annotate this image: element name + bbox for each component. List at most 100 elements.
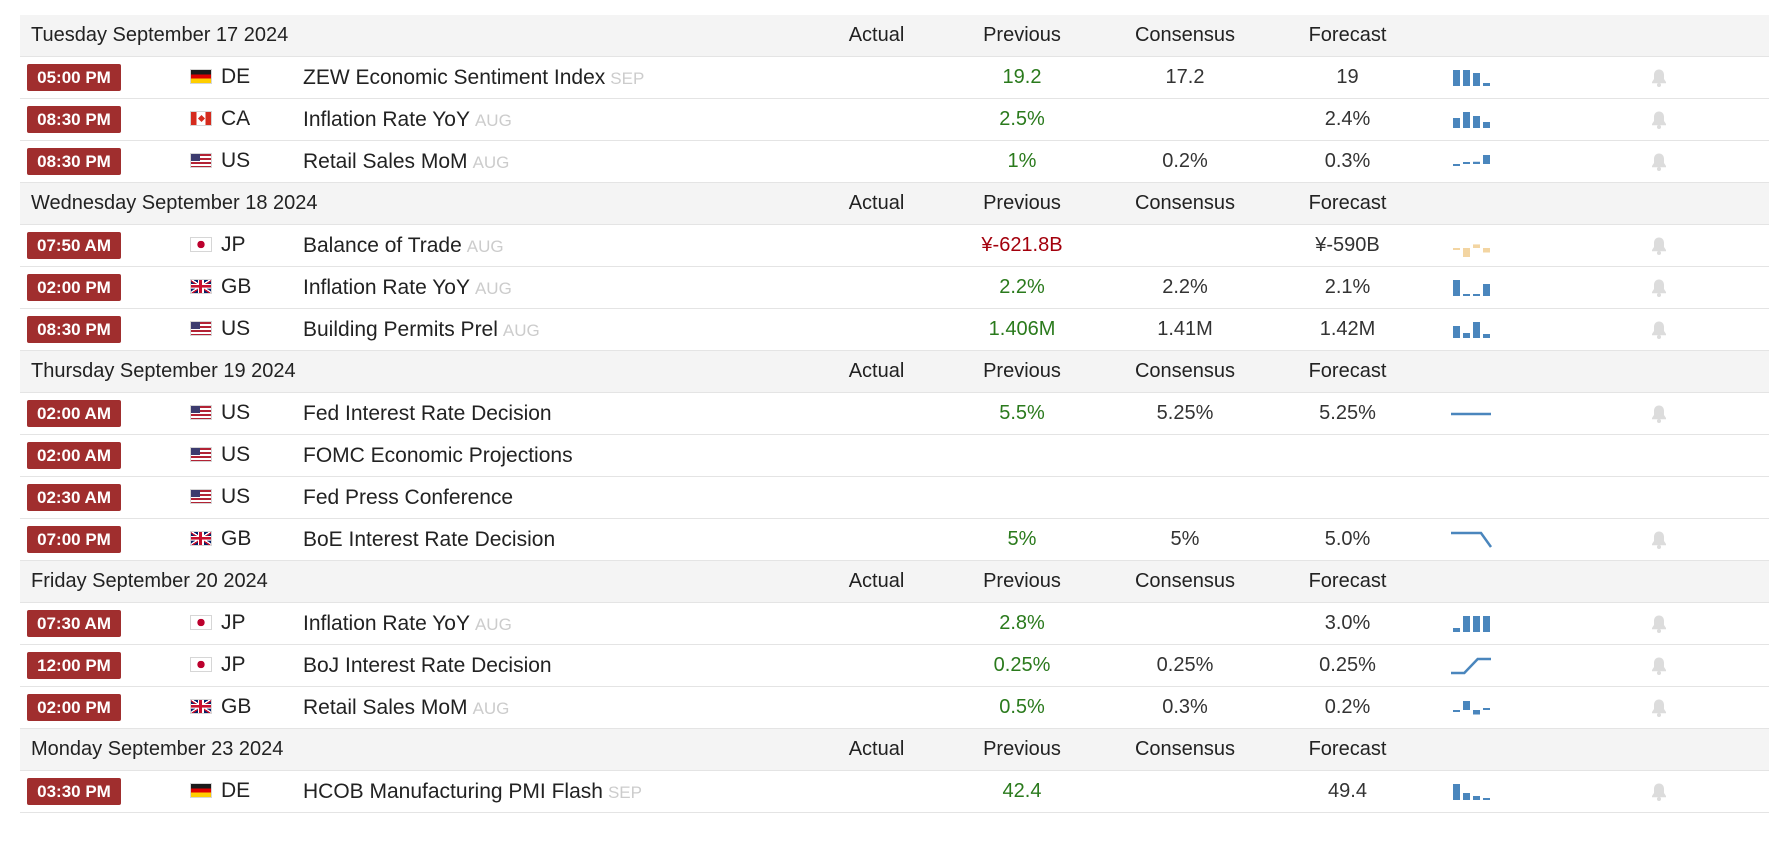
bell-icon[interactable] <box>1651 530 1667 550</box>
event-alert[interactable] <box>1549 140 1769 183</box>
sparkline-chart[interactable] <box>1449 109 1495 131</box>
event-name-cell[interactable]: HCOB Manufacturing PMI Flash SEP <box>303 770 825 813</box>
event-name-link[interactable]: Fed Interest Rate Decision <box>303 401 552 425</box>
sparkline-chart[interactable] <box>1449 613 1495 635</box>
event-sparkline[interactable] <box>1441 392 1549 435</box>
column-header-consensus: Consensus <box>1116 560 1254 603</box>
event-row[interactable]: 02:00 PM GB Inflation Rate YoY AUG 2.2% 2.2% 2… <box>20 266 1769 309</box>
sparkline-chart[interactable] <box>1449 151 1495 173</box>
event-sparkline[interactable] <box>1441 602 1549 645</box>
event-row[interactable]: 03:30 PM DE HCOB Manufacturing PMI Flash SE… <box>20 770 1769 813</box>
event-alert[interactable] <box>1549 644 1769 687</box>
event-alert[interactable] <box>1549 686 1769 729</box>
event-name-link[interactable]: Fed Press Conference <box>303 485 514 509</box>
event-name-cell[interactable]: BoE Interest Rate Decision <box>303 518 825 561</box>
country-code: GB <box>221 694 252 718</box>
event-sparkline[interactable] <box>1441 644 1549 687</box>
country: JP <box>190 653 246 677</box>
event-name-link[interactable]: HCOB Manufacturing PMI Flash <box>303 779 603 803</box>
event-name-link[interactable]: Inflation Rate YoY <box>303 275 470 299</box>
event-name-cell[interactable]: Inflation Rate YoY AUG <box>303 266 825 309</box>
bell-icon[interactable] <box>1651 656 1667 676</box>
event-country-cell: CA <box>190 98 303 141</box>
event-name-link[interactable]: Retail Sales MoM <box>303 695 468 719</box>
event-sparkline[interactable] <box>1441 224 1549 267</box>
bell-icon[interactable] <box>1651 152 1667 172</box>
event-name-link[interactable]: BoE Interest Rate Decision <box>303 527 556 551</box>
header-spacer <box>1441 350 1549 393</box>
event-name-cell[interactable]: ZEW Economic Sentiment Index SEP <box>303 56 825 99</box>
event-name-cell[interactable]: Retail Sales MoM AUG <box>303 140 825 183</box>
event-sparkline[interactable] <box>1441 140 1549 183</box>
event-name-link[interactable]: Balance of Trade <box>303 233 462 257</box>
country-flag-icon <box>190 237 212 253</box>
event-alert[interactable] <box>1549 224 1769 267</box>
sparkline-chart[interactable] <box>1449 235 1495 257</box>
event-sparkline[interactable] <box>1441 56 1549 99</box>
event-name-link[interactable]: Inflation Rate YoY <box>303 611 470 635</box>
event-name-link[interactable]: Building Permits Prel <box>303 317 498 341</box>
event-row[interactable]: 02:00 PM GB Retail Sales MoM AUG 0.5% 0.3% 0.2… <box>20 686 1769 729</box>
event-row[interactable]: 12:00 PM JP BoJ Interest Rate Decision 0.25… <box>20 644 1769 687</box>
event-name-cell[interactable]: Inflation Rate YoY AUG <box>303 98 825 141</box>
event-name-link[interactable]: BoJ Interest Rate Decision <box>303 653 552 677</box>
event-row[interactable]: 07:50 AM JP Balance of Trade AUG ¥-621.8B ¥-5… <box>20 224 1769 267</box>
event-name-link[interactable]: Inflation Rate YoY <box>303 107 470 131</box>
event-alert[interactable] <box>1549 770 1769 813</box>
event-name-cell[interactable]: Fed Press Conference <box>303 476 825 519</box>
event-sparkline[interactable] <box>1441 98 1549 141</box>
event-row[interactable]: 02:30 AM US Fed Press Conference <box>20 476 1769 519</box>
event-row[interactable]: 07:00 PM GB BoE Interest Rate Decision 5% 5%… <box>20 518 1769 561</box>
event-name-cell[interactable]: Fed Interest Rate Decision <box>303 392 825 435</box>
event-row[interactable]: 02:00 AM US Fed Interest Rate Decision 5.5%… <box>20 392 1769 435</box>
event-previous-value: 5% <box>1007 528 1037 550</box>
event-name-cell[interactable]: Building Permits Prel AUG <box>303 308 825 351</box>
event-alert[interactable] <box>1549 602 1769 645</box>
event-row[interactable]: 07:30 AM JP Inflation Rate YoY AUG 2.8% 3.0% <box>20 602 1769 645</box>
event-sparkline[interactable] <box>1441 770 1549 813</box>
event-name-cell[interactable]: Balance of Trade AUG <box>303 224 825 267</box>
event-sparkline[interactable] <box>1441 308 1549 351</box>
event-alert[interactable] <box>1549 266 1769 309</box>
event-alert[interactable] <box>1549 518 1769 561</box>
sparkline-chart[interactable] <box>1449 697 1495 719</box>
event-name-link[interactable]: ZEW Economic Sentiment Index <box>303 65 606 89</box>
bell-icon[interactable] <box>1651 278 1667 298</box>
event-row[interactable]: 08:30 PM US Building Permits Prel AUG 1.406M… <box>20 308 1769 351</box>
bell-icon[interactable] <box>1651 404 1667 424</box>
event-name-cell[interactable]: Inflation Rate YoY AUG <box>303 602 825 645</box>
sparkline-chart[interactable] <box>1449 781 1495 803</box>
event-row[interactable]: 08:30 PM US Retail Sales MoM AUG 1% 0.2% 0.3% <box>20 140 1769 183</box>
sparkline-chart[interactable] <box>1449 277 1495 299</box>
sparkline-bar <box>1483 247 1490 252</box>
event-row[interactable]: 02:00 AM US FOMC Economic Projections <box>20 434 1769 477</box>
event-row[interactable]: 08:30 PM CA Inflation Rate YoY AUG 2.5% 2.4% <box>20 98 1769 141</box>
bell-icon[interactable] <box>1651 320 1667 340</box>
bell-icon[interactable] <box>1651 68 1667 88</box>
bell-icon[interactable] <box>1651 236 1667 256</box>
event-name-link[interactable]: FOMC Economic Projections <box>303 443 573 467</box>
event-sparkline[interactable] <box>1441 266 1549 309</box>
bell-icon[interactable] <box>1651 110 1667 130</box>
column-header-forecast: Forecast <box>1254 350 1441 393</box>
bell-icon[interactable] <box>1651 698 1667 718</box>
event-name-cell[interactable]: BoJ Interest Rate Decision <box>303 644 825 687</box>
sparkline-bar <box>1453 247 1460 250</box>
event-name-cell[interactable]: FOMC Economic Projections <box>303 434 825 477</box>
sparkline-chart[interactable] <box>1449 403 1495 425</box>
event-alert[interactable] <box>1549 308 1769 351</box>
sparkline-chart[interactable] <box>1449 319 1495 341</box>
event-name-link[interactable]: Retail Sales MoM <box>303 149 468 173</box>
bell-icon[interactable] <box>1651 782 1667 802</box>
sparkline-chart[interactable] <box>1449 529 1495 551</box>
event-sparkline[interactable] <box>1441 686 1549 729</box>
event-sparkline[interactable] <box>1441 518 1549 561</box>
sparkline-chart[interactable] <box>1449 655 1495 677</box>
bell-icon[interactable] <box>1651 614 1667 634</box>
event-alert[interactable] <box>1549 98 1769 141</box>
sparkline-chart[interactable] <box>1449 67 1495 89</box>
event-alert[interactable] <box>1549 56 1769 99</box>
event-name-cell[interactable]: Retail Sales MoM AUG <box>303 686 825 729</box>
event-alert[interactable] <box>1549 392 1769 435</box>
event-row[interactable]: 05:00 PM DE ZEW Economic Sentiment Index SE… <box>20 56 1769 99</box>
